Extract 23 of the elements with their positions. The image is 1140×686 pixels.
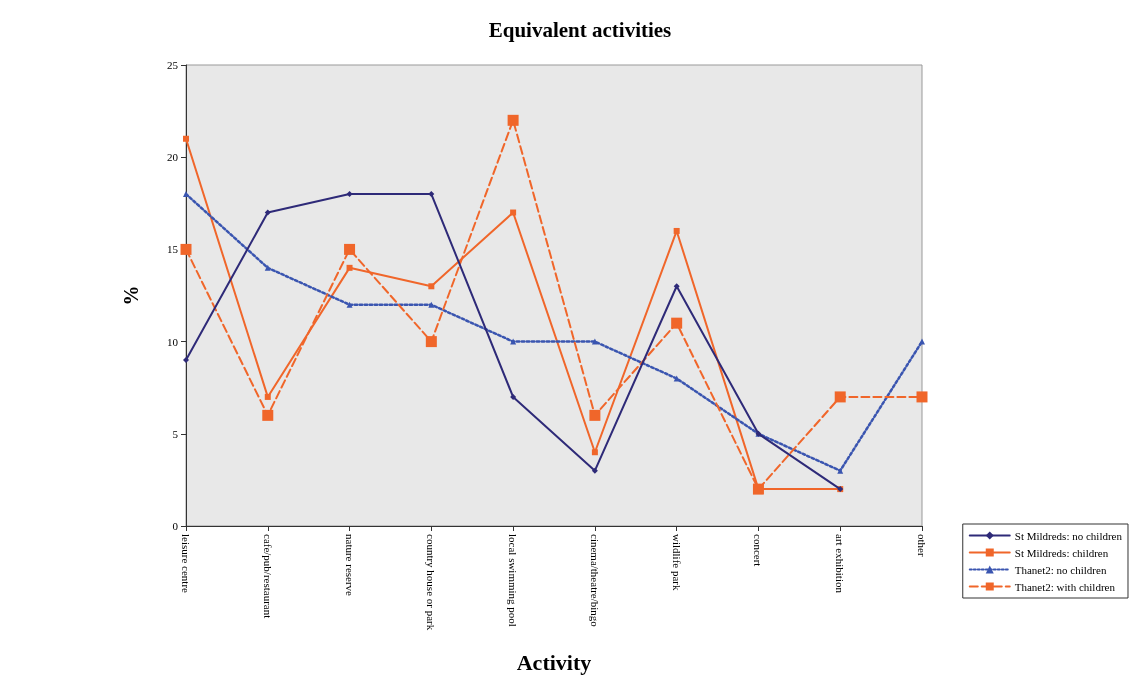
x-tick-label: nature reserve	[343, 534, 356, 597]
chart-title: Equivalent activities	[488, 17, 672, 42]
legend-label: St Mildreds: no children	[1014, 529, 1123, 542]
y-tick-label: 10	[167, 335, 179, 348]
x-tick-label: art exhibition	[834, 534, 847, 594]
y-tick-label: 15	[167, 243, 179, 256]
legend-label: Thanet2: no children	[1014, 563, 1107, 576]
x-tick-label: local swimming pool	[507, 534, 520, 627]
x-tick-label: cinema/theatre/bingo	[588, 534, 601, 628]
legend-label: Thanet2: with children	[1014, 580, 1116, 593]
x-tick-label: other	[916, 534, 928, 557]
y-tick-label: 0	[172, 520, 179, 532]
legend-label: St Mildreds: children	[1014, 546, 1109, 559]
x-tick-label: country house or park	[425, 534, 438, 631]
x-tick-label: concert	[752, 534, 765, 567]
y-tick-label: 25	[167, 59, 179, 71]
x-tick-label: leisure centre	[180, 534, 192, 594]
y-tick-label: 20	[167, 151, 179, 164]
y-axis-title: %	[120, 285, 142, 306]
x-axis-title: Activity	[516, 649, 592, 675]
x-tick-label: wildlife park	[670, 534, 683, 592]
y-tick-label: 5	[172, 427, 179, 440]
x-tick-label: cafe/pub/restaurant	[261, 534, 274, 619]
